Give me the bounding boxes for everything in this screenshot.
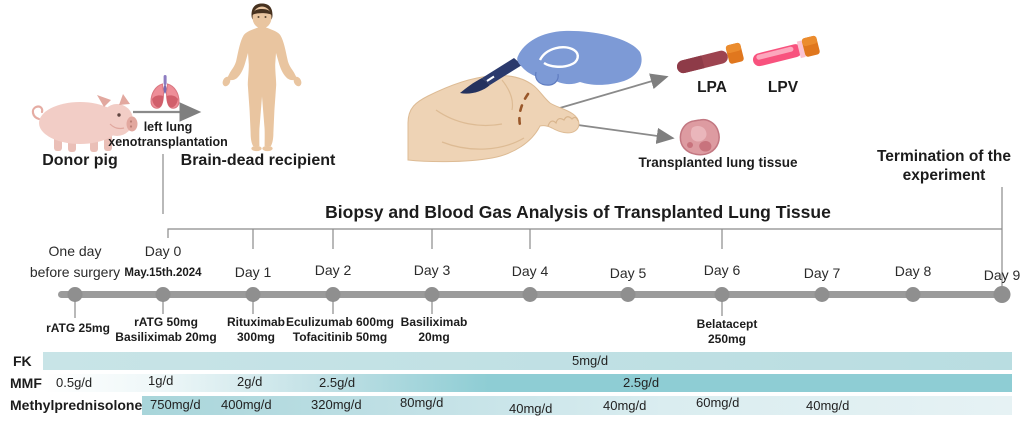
xeno-caption-line2: xenotransplantation: [108, 135, 228, 149]
drug-day6-line2: 250mg: [707, 332, 747, 346]
xeno-caption-line1: left lung: [143, 120, 193, 134]
mp-dose-value: 40mg/d: [603, 398, 647, 413]
mmf-dose-value: 1g/d: [148, 373, 174, 388]
lpa-tube-icon: [676, 42, 744, 74]
mp-dose-value: 40mg/d: [806, 398, 850, 413]
drug-day2-line2: Tofacitinib 50mg: [292, 330, 388, 344]
lpa-label: LPA: [697, 79, 727, 96]
timeline-dot: [714, 287, 730, 302]
drug-day0-line1: rATG 50mg: [134, 315, 198, 329]
biopsy-title: Biopsy and Blood Gas Analysis of Transpl…: [325, 202, 831, 222]
mp-dose-value: 750mg/d: [150, 397, 201, 412]
day-label-0: Day 0: [144, 243, 182, 259]
mmf-dose-value: 2.5g/d: [623, 375, 660, 390]
mp-dose-value: 60mg/d: [696, 395, 740, 410]
timeline-dot: [424, 287, 440, 302]
biopsy-bracket: [167, 228, 1002, 238]
termination-label-line1: Termination of the: [876, 148, 1012, 165]
termination-label-line2: experiment: [902, 167, 986, 184]
timeline-dot: [522, 287, 538, 302]
drug-stems: [74, 301, 723, 318]
donor-pig-label: Donor pig: [42, 152, 118, 169]
drug-pre: rATG 25mg: [46, 321, 110, 335]
mp-dose-value: 400mg/d: [221, 397, 272, 412]
gloved-hand-scalpel-icon: [460, 30, 642, 94]
day-label-8: Day 8: [894, 263, 932, 279]
drug-day6-line1: Belatacept: [696, 317, 758, 331]
day-label-2: Day 2: [314, 262, 352, 278]
recipient-human-icon: [222, 3, 302, 152]
methylprednisolone-row-label: Methylprednisolone: [10, 397, 143, 413]
day-label-5: Day 5: [609, 265, 647, 281]
timeline-dot: [993, 286, 1011, 303]
day0-date: May.15th.2024: [124, 267, 202, 279]
day-label-3: Day 3: [413, 262, 451, 278]
recipient-label: Brain-dead recipient: [180, 152, 336, 169]
day-label-pre-line2: before surgery: [29, 264, 121, 280]
day-label-1: Day 1: [234, 264, 272, 280]
drug-day3-line2: 20mg: [418, 330, 450, 344]
transplant-lungs-icon: [150, 75, 180, 109]
fk-dose-value: 5mg/d: [572, 353, 609, 368]
blood-sample-arrow-icon: [545, 73, 669, 113]
day-label-pre-line1: One day: [48, 243, 102, 259]
timeline-dots: [67, 286, 1011, 303]
drug-day3-line1: Basiliximab: [400, 315, 468, 329]
mp-dose-value: 80mg/d: [400, 395, 444, 410]
methylprednisolone-dose-bar: [142, 396, 1012, 415]
surgical-site-icon: [407, 75, 580, 163]
timeline-dot: [155, 287, 171, 302]
incision-marks-icon: [518, 92, 530, 127]
timeline-dot: [814, 287, 830, 302]
mmf-row-label: MMF: [10, 375, 42, 391]
mmf-dose-value: 0.5g/d: [56, 375, 93, 390]
timeline-dot: [245, 287, 261, 302]
mmf-dose-value: 2g/d: [237, 374, 263, 389]
timeline-dot: [325, 287, 341, 302]
day-label-4: Day 4: [511, 263, 549, 279]
lung-tissue-icon: [679, 118, 720, 156]
mp-dose-value: 40mg/d: [509, 401, 553, 416]
drug-day2-line1: Eculizumab 600mg: [285, 315, 395, 329]
lpv-tube-icon: [752, 35, 820, 67]
day-label-6: Day 6: [703, 262, 741, 278]
mmf-dose-bar: [43, 374, 1012, 392]
fk-row-label: FK: [13, 353, 32, 369]
drug-day1-line2: 300mg: [236, 330, 276, 344]
day-label-9: Day 9: [983, 267, 1021, 283]
lpv-label: LPV: [767, 79, 799, 96]
mp-dose-value: 320mg/d: [311, 397, 362, 412]
day-label-7: Day 7: [803, 265, 841, 281]
drug-day1-line1: Rituximab: [226, 315, 286, 329]
timeline-dot: [905, 287, 921, 302]
fk-dose-bar: [43, 352, 1012, 370]
biopsy-bracket-ticks: [252, 229, 723, 249]
drug-day0-line2: Basiliximab 20mg: [115, 330, 217, 344]
tissue-label: Transplanted lung tissue: [638, 155, 798, 170]
mmf-dose-value: 2.5g/d: [319, 375, 356, 390]
timeline-dot: [67, 287, 83, 302]
timeline-dot: [620, 287, 636, 302]
donor-pig-icon: [31, 94, 138, 152]
